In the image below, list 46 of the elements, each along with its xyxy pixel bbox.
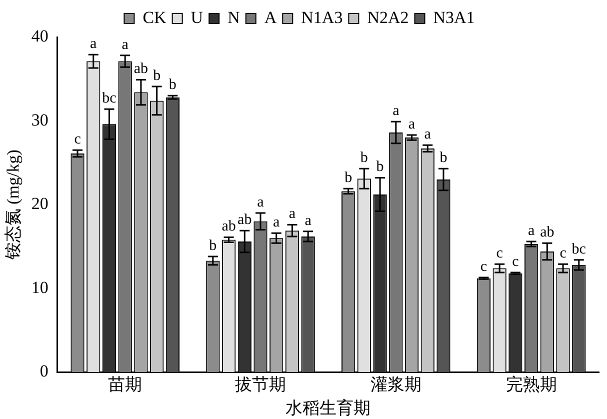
data-label: c [480, 258, 488, 275]
data-label: c [560, 246, 567, 262]
data-label: a [408, 116, 416, 132]
data-label: b [153, 68, 161, 84]
data-label: b [360, 150, 368, 166]
data-label: b [440, 150, 448, 166]
data-label: a [392, 103, 400, 120]
data-label: ab [238, 212, 252, 228]
legend-label: U [190, 8, 204, 27]
data-label: bc [572, 241, 586, 258]
legend-label: N1A3 [301, 8, 343, 27]
legend-label: A [264, 8, 278, 27]
x-tick-label: 灌浆期 [370, 374, 422, 394]
data-label: b [376, 159, 384, 176]
y-tick-label: 0 [40, 362, 48, 381]
data-label: ab [134, 61, 148, 78]
x-tick-label: 苗期 [108, 374, 142, 394]
x-tick-label: 拔节期 [235, 374, 286, 394]
y-tick-label: 20 [31, 194, 48, 214]
data-label: a [304, 212, 312, 229]
y-axis-title: 铵态氮 (mg/kg) [4, 150, 23, 261]
data-label: a [90, 36, 98, 52]
legend-label: N [228, 8, 240, 27]
data-label: a [122, 36, 129, 53]
data-label: c [74, 132, 82, 148]
y-tick-label: 10 [31, 278, 48, 297]
x-axis-title: 水稻生育期 [286, 398, 371, 418]
data-label: b [168, 77, 176, 94]
data-label: b [344, 170, 352, 186]
data-label: c [496, 246, 504, 262]
y-tick-label: 40 [31, 26, 48, 46]
data-label: a [528, 222, 535, 239]
data-label: a [288, 206, 296, 222]
legend-label: CK [142, 8, 168, 27]
data-label: a [273, 214, 280, 231]
legend-label: N2A2 [367, 8, 409, 27]
data-label: ab [540, 224, 554, 241]
legend-label: N3A1 [433, 8, 475, 27]
data-label: a [257, 194, 264, 210]
x-tick-label: 完熟期 [506, 374, 557, 394]
data-label: bc [102, 90, 117, 107]
data-label: b [209, 238, 217, 254]
y-tick-label: 30 [31, 110, 48, 130]
data-label: ab [222, 218, 236, 235]
data-label: a [424, 126, 432, 143]
data-label: c [512, 254, 520, 270]
